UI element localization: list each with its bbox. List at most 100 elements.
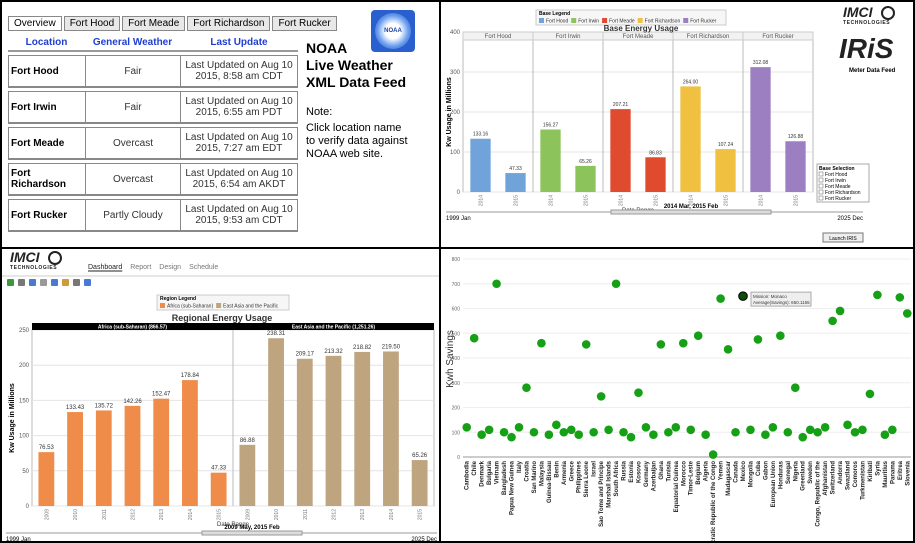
table-cell[interactable]: Fort Richardson (8, 163, 85, 196)
bar (540, 129, 561, 192)
launch-button-label[interactable]: Launch IRIS (829, 236, 857, 242)
x-tick-label: Guinea-Bissau (547, 461, 553, 503)
y-tick-label: 700 (452, 282, 461, 288)
legend-title: Region Legend (160, 296, 196, 302)
scatter-point (858, 425, 867, 435)
value-label: 219.50 (382, 344, 401, 350)
tab[interactable]: Fort Rucker (272, 16, 337, 31)
bar (268, 338, 284, 506)
value-label: 86.88 (240, 438, 256, 444)
x-tick-label: Sweden (808, 461, 814, 484)
selection-label: Fort Rucker (825, 196, 851, 202)
selection-label: Fort Irwin (825, 178, 846, 184)
scatter-point (888, 425, 897, 435)
location-link[interactable]: Fort Rucker (11, 209, 68, 221)
value-label: 264.00 (683, 79, 699, 85)
x-tick-label: Afghanistan (823, 461, 829, 496)
value-label: 65.26 (579, 159, 592, 165)
x-tick-label: 2011 (303, 509, 309, 520)
x-tick-label: Mexico (741, 461, 747, 482)
toolbar-icon (84, 279, 91, 286)
cell-text: Overcast (112, 137, 153, 149)
tooltip-line: Average(Savings): 650.1155 (753, 300, 810, 305)
bar (239, 444, 256, 506)
x-tick-label: Congo, Republic of the (816, 460, 822, 526)
tab-bar: Overview Fort Hood Fort Meade Fort Richards… (8, 16, 339, 31)
scatter-point (507, 432, 516, 442)
noaa-panel: Overview Fort Hood Fort Meade Fort Richards… (0, 0, 441, 249)
table-cell[interactable]: Fort Irwin (8, 91, 85, 124)
chart-title: Regional Energy Usage (172, 313, 273, 323)
x-tick-label: Gabon (763, 461, 769, 480)
x-tick-label: Papua New Guinea (510, 460, 516, 515)
y-tick-label: 600 (452, 307, 461, 313)
selection-checkbox (818, 183, 824, 189)
x-tick-label: Democratic Republic of the Congo (711, 461, 717, 541)
chart-title: Base Energy Usage (604, 24, 679, 33)
table-cell[interactable]: Fort Rucker (8, 199, 85, 232)
y-tick-label: 400 (452, 356, 461, 362)
value-label: 76.53 (39, 445, 55, 451)
tab[interactable]: Fort Meade (122, 16, 186, 31)
bar (38, 452, 55, 506)
tab[interactable]: Fort Hood (63, 16, 121, 31)
x-tick-label: 2014 (619, 195, 625, 206)
scatter-point (469, 333, 479, 343)
header-row: Location General Weather Last Update (8, 35, 298, 52)
table-cell[interactable]: Fort Hood (8, 55, 85, 88)
bar (505, 173, 526, 192)
cell-text: Fair (124, 65, 142, 77)
x-tick-label: Greenland (801, 461, 807, 491)
legend-label: East Asia and the Pacific (223, 304, 279, 310)
scatter-point (611, 279, 621, 289)
x-tick-label: 2014 (759, 195, 765, 206)
x-tick-label: 2014 (389, 509, 395, 520)
note-line: Click location name (306, 122, 402, 134)
location-link[interactable]: Fort Irwin (11, 101, 57, 113)
table-cell[interactable]: Fort Meade (8, 127, 85, 160)
cell-text: Last Updated on Aug 10 2015, 8:58 am CDT (185, 60, 293, 82)
heading: NOAA Live Weather XML Data Feed (306, 40, 406, 91)
savings-chart-panel: 0 100 200 300 400 500 600 700 800 Kwh Savings Camb… (439, 247, 915, 543)
legend-box (156, 294, 290, 311)
scatter-point (656, 340, 666, 349)
facet-header (742, 31, 814, 41)
nav-item[interactable]: Report (130, 264, 151, 271)
y-tick-label: 0 (457, 190, 461, 196)
x-tick-label: Sierra Leone (584, 460, 590, 497)
nav-item[interactable]: Schedule (189, 264, 218, 271)
scatter-point (499, 427, 509, 437)
scatter-point (559, 427, 569, 437)
scatter-point (776, 331, 785, 341)
location-link[interactable]: Fort Richardson (11, 168, 67, 190)
facet-header-label: Fort Rucker (762, 34, 793, 40)
bar (645, 157, 666, 192)
x-tick-label: Bulgaria (487, 460, 493, 485)
nav-item[interactable]: Design (159, 264, 181, 271)
location-link[interactable]: Fort Meade (11, 137, 65, 149)
x-tick-label: 2009 (44, 509, 50, 520)
x-axis-label: Date Range (217, 522, 250, 528)
tab[interactable]: Fort Richardson (187, 16, 271, 31)
cell-text: Fair (124, 101, 142, 113)
value-label: 312.08 (753, 60, 769, 66)
launch-button[interactable] (822, 232, 864, 243)
tab[interactable]: Overview (8, 16, 62, 31)
table-cell: Fair (85, 91, 180, 124)
noaa-logo: NOAA (371, 10, 415, 52)
x-tick-label: Armenia (562, 460, 568, 485)
y-tick-label: 0 (26, 504, 30, 510)
range-start: 1999 Jan (446, 216, 471, 222)
x-tick-label: Turkmenistan (860, 461, 866, 500)
nav-item[interactable]: Dashboard (88, 264, 122, 271)
location-link[interactable]: Fort Hood (11, 65, 59, 77)
x-tick-label: Philippines (577, 460, 583, 493)
bar (182, 380, 198, 506)
scatter-point (462, 423, 472, 432)
scatter-point (477, 430, 486, 440)
cell-text: Partly Cloudy (103, 209, 163, 221)
legend-box (535, 9, 727, 26)
range-selected: 2014 Mar, 2015 Feb (664, 204, 719, 210)
legend-label: Fort Hood (546, 19, 568, 25)
bar (383, 351, 399, 506)
